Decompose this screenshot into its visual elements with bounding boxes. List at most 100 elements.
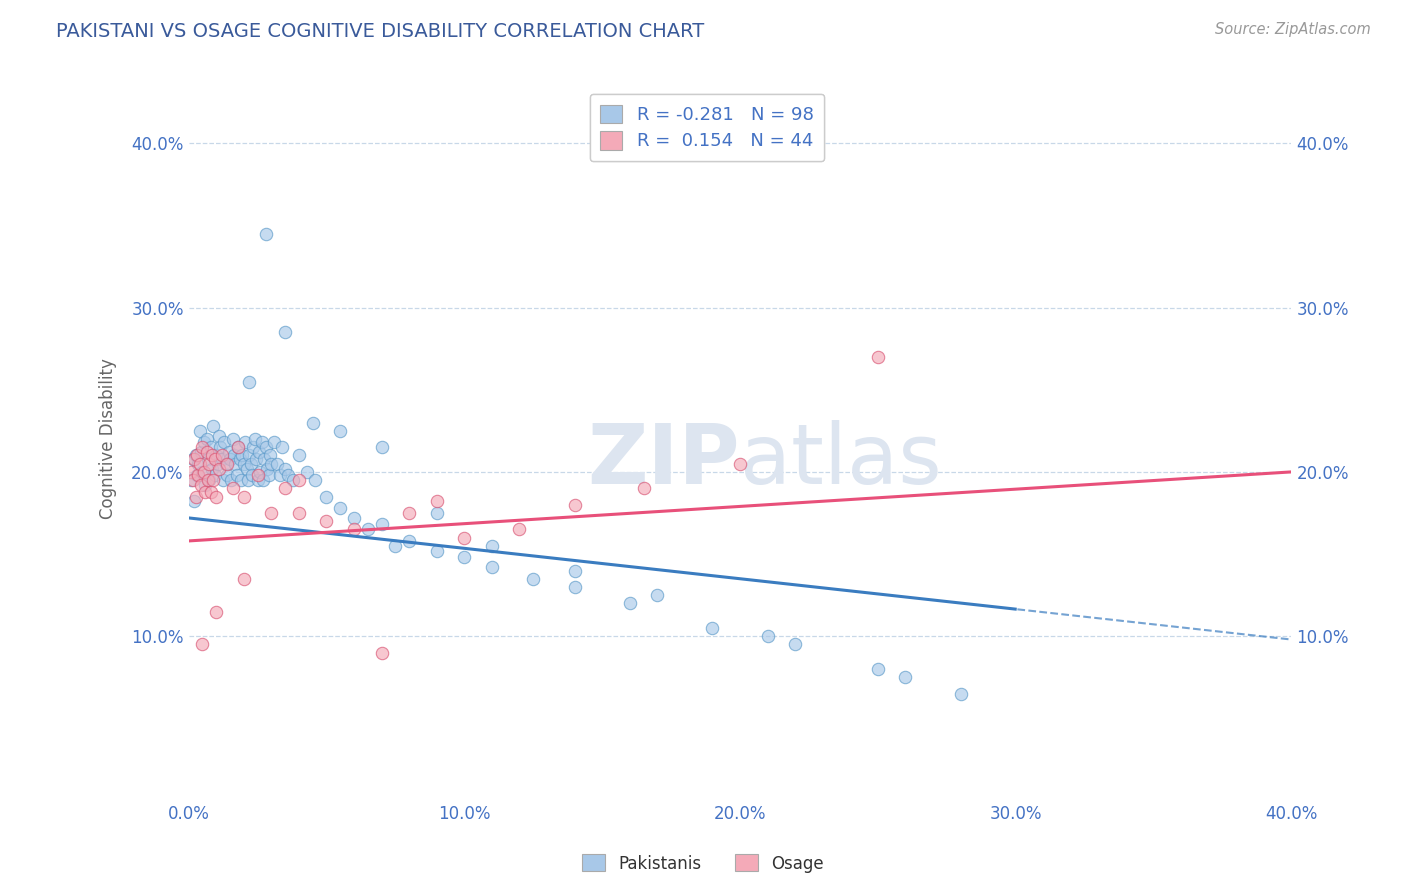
Point bbox=[191, 440, 214, 454]
Point bbox=[197, 451, 219, 466]
Point bbox=[481, 539, 503, 553]
Point bbox=[426, 494, 449, 508]
Point bbox=[728, 457, 751, 471]
Point bbox=[197, 473, 219, 487]
Point bbox=[564, 498, 586, 512]
Point bbox=[238, 375, 260, 389]
Point bbox=[357, 523, 380, 537]
Point bbox=[204, 451, 226, 466]
Point bbox=[222, 481, 245, 495]
Point bbox=[224, 457, 246, 471]
Point bbox=[215, 457, 238, 471]
Point bbox=[756, 629, 779, 643]
Point bbox=[201, 461, 224, 475]
Point bbox=[263, 435, 285, 450]
Point bbox=[187, 457, 209, 471]
Point bbox=[269, 468, 291, 483]
Point bbox=[246, 468, 269, 483]
Point bbox=[370, 517, 392, 532]
Point bbox=[453, 531, 475, 545]
Point bbox=[243, 432, 266, 446]
Point bbox=[184, 490, 207, 504]
Point bbox=[288, 449, 311, 463]
Point bbox=[315, 514, 337, 528]
Text: ZIP: ZIP bbox=[588, 420, 740, 501]
Point bbox=[274, 481, 297, 495]
Point bbox=[564, 580, 586, 594]
Point bbox=[315, 490, 337, 504]
Point bbox=[188, 457, 211, 471]
Text: PAKISTANI VS OSAGE COGNITIVE DISABILITY CORRELATION CHART: PAKISTANI VS OSAGE COGNITIVE DISABILITY … bbox=[56, 22, 704, 41]
Point bbox=[181, 473, 204, 487]
Point bbox=[522, 572, 544, 586]
Text: atlas: atlas bbox=[740, 420, 942, 501]
Point bbox=[200, 484, 222, 499]
Point bbox=[205, 605, 228, 619]
Point bbox=[217, 468, 239, 483]
Point bbox=[232, 572, 254, 586]
Point bbox=[288, 506, 311, 520]
Point bbox=[274, 461, 297, 475]
Point bbox=[277, 468, 299, 483]
Point bbox=[283, 473, 305, 487]
Point bbox=[481, 560, 503, 574]
Point bbox=[398, 533, 420, 548]
Point bbox=[384, 539, 406, 553]
Point bbox=[183, 451, 205, 466]
Point bbox=[231, 449, 253, 463]
Point bbox=[239, 457, 262, 471]
Point bbox=[194, 484, 217, 499]
Point bbox=[224, 449, 246, 463]
Point bbox=[186, 449, 208, 463]
Point bbox=[201, 449, 224, 463]
Point bbox=[426, 506, 449, 520]
Point bbox=[370, 646, 392, 660]
Point bbox=[180, 473, 202, 487]
Point bbox=[647, 588, 669, 602]
Point bbox=[295, 465, 318, 479]
Point bbox=[221, 473, 243, 487]
Point bbox=[202, 418, 225, 433]
Point bbox=[245, 451, 267, 466]
Point bbox=[564, 564, 586, 578]
Point bbox=[250, 435, 273, 450]
Point bbox=[181, 451, 204, 466]
Point bbox=[233, 435, 256, 450]
Point bbox=[191, 638, 214, 652]
Point bbox=[198, 473, 221, 487]
Point bbox=[785, 638, 807, 652]
Y-axis label: Cognitive Disability: Cognitive Disability bbox=[100, 359, 117, 519]
Point bbox=[202, 473, 225, 487]
Point bbox=[343, 523, 366, 537]
Point bbox=[301, 416, 323, 430]
Point bbox=[329, 501, 352, 516]
Point bbox=[274, 325, 297, 339]
Point bbox=[426, 543, 449, 558]
Point bbox=[247, 445, 270, 459]
Point bbox=[198, 457, 221, 471]
Point bbox=[217, 457, 239, 471]
Point bbox=[633, 481, 655, 495]
Point bbox=[218, 445, 240, 459]
Point bbox=[226, 440, 249, 454]
Point bbox=[235, 461, 257, 475]
Point bbox=[254, 227, 277, 241]
Point bbox=[205, 490, 228, 504]
Point bbox=[207, 457, 229, 471]
Legend: Pakistanis, Osage: Pakistanis, Osage bbox=[575, 847, 831, 880]
Point bbox=[226, 440, 249, 454]
Point bbox=[236, 473, 259, 487]
Point bbox=[329, 424, 352, 438]
Point bbox=[246, 473, 269, 487]
Point bbox=[186, 468, 208, 483]
Point bbox=[249, 465, 271, 479]
Point bbox=[508, 523, 530, 537]
Point bbox=[894, 670, 917, 684]
Point bbox=[208, 461, 231, 475]
Point bbox=[180, 465, 202, 479]
Point bbox=[232, 457, 254, 471]
Point bbox=[219, 451, 242, 466]
Point bbox=[260, 457, 283, 471]
Point bbox=[260, 506, 283, 520]
Point bbox=[209, 440, 232, 454]
